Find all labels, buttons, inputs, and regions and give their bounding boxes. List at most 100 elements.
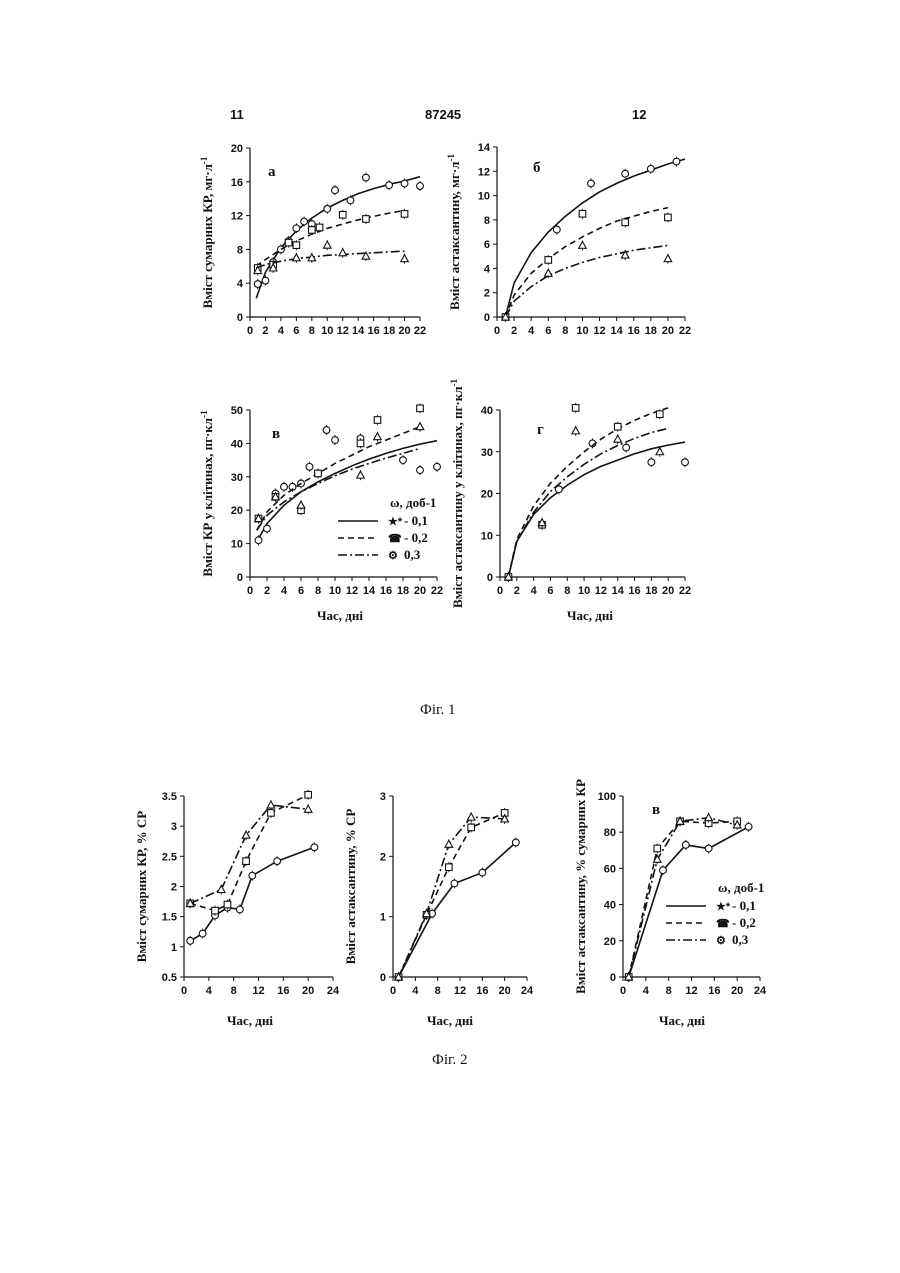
x-tick-label: 8 [315, 585, 321, 597]
data-point [224, 901, 231, 908]
data-point [654, 845, 661, 852]
x-tick-label: 0 [390, 985, 396, 997]
y-tick-label: 0 [237, 312, 243, 324]
data-point [401, 211, 408, 218]
x-tick-label: 4 [281, 585, 288, 597]
series-3 [502, 240, 672, 322]
series-line [190, 795, 308, 911]
y-tick-label: 30 [481, 447, 493, 459]
x-tick-label: 0 [497, 585, 503, 597]
series-2 [187, 790, 312, 916]
data-point [199, 930, 206, 937]
data-point [255, 537, 262, 544]
series-1 [254, 173, 423, 299]
series-2 [255, 403, 423, 530]
x-tick-label: 16 [277, 985, 289, 997]
data-point [656, 448, 664, 455]
x-tick-label: 10 [578, 585, 590, 597]
series-line [399, 843, 516, 978]
data-point [386, 182, 393, 189]
fit-curve [256, 177, 420, 299]
data-point [363, 174, 370, 181]
x-tick-label: 2 [511, 325, 517, 337]
data-point [249, 872, 256, 879]
y-tick-label: 0 [487, 572, 493, 584]
y-tick-label: 3 [171, 821, 177, 833]
data-point [357, 471, 365, 478]
x-tick-label: 6 [547, 585, 553, 597]
data-point [306, 463, 313, 470]
panel-letter: б [533, 160, 541, 176]
x-tick-label: 22 [431, 585, 443, 597]
y-tick-label: 8 [237, 244, 243, 256]
data-point [212, 907, 219, 914]
x-tick-label: 12 [595, 585, 607, 597]
y-tick-label: 50 [231, 405, 243, 417]
x-tick-label: 12 [252, 985, 264, 997]
data-point [614, 423, 621, 430]
x-tick-label: 2 [514, 585, 520, 597]
data-point [374, 433, 382, 440]
x-tick-label: 24 [754, 985, 767, 997]
data-point [572, 405, 579, 412]
y-tick-label: 10 [481, 530, 493, 542]
data-point [187, 937, 194, 944]
data-point [217, 886, 225, 893]
data-point [648, 459, 655, 466]
data-point [254, 281, 261, 288]
data-point [622, 219, 629, 226]
legend-title: ω, доб-1 [390, 495, 436, 510]
y-tick-label: 6 [484, 239, 490, 251]
data-point [614, 435, 622, 442]
x-tick-label: 0 [620, 985, 626, 997]
x-tick-label: 0 [247, 585, 253, 597]
y-tick-label: 1.5 [162, 912, 177, 924]
y-tick-label: 3.5 [162, 791, 177, 803]
x-tick-label: 16 [368, 325, 380, 337]
data-point [572, 427, 580, 434]
data-point [278, 246, 285, 253]
y-tick-label: 20 [604, 936, 616, 948]
data-point [297, 501, 305, 508]
series-1 [505, 438, 688, 582]
data-point [705, 845, 712, 852]
y-axis-label: Вміст астаксантину у клітинах, пг·кл-1 [449, 378, 465, 608]
data-point [553, 226, 560, 233]
x-tick-label: 8 [309, 325, 315, 337]
x-tick-label: 20 [731, 985, 743, 997]
series-line [399, 817, 505, 977]
data-point [705, 814, 713, 821]
y-tick-label: 1 [380, 912, 386, 924]
x-tick-label: 18 [645, 585, 657, 597]
x-tick-label: 20 [662, 325, 674, 337]
series-line [399, 813, 505, 977]
x-tick-label: 22 [679, 325, 691, 337]
data-point [417, 183, 424, 190]
x-axis-label: Час, дні [427, 1013, 473, 1028]
legend-marker-icon: ⚙ [388, 550, 398, 562]
figure-1-caption: Фіг. 1 [420, 702, 455, 719]
x-tick-label: 14 [611, 325, 624, 337]
x-tick-label: 2 [262, 325, 268, 337]
x-tick-label: 8 [435, 985, 441, 997]
series-2 [395, 808, 508, 982]
data-point [745, 823, 752, 830]
legend-entry: 0,3 [404, 547, 421, 562]
x-tick-label: 16 [708, 985, 720, 997]
data-point [323, 427, 330, 434]
x-tick-label: 20 [302, 985, 314, 997]
x-tick-label: 24 [327, 985, 340, 997]
data-point [332, 187, 339, 194]
legend-marker-icon: ⚙ [716, 935, 726, 947]
chart-panel-4: 0102030400246810121416182022Вміст астакс… [449, 378, 691, 623]
fit-curve [506, 159, 686, 317]
y-axis-label: Вміст сумарних КР, % СР [134, 811, 149, 963]
chart-panel-5: 0.511.522.533.504812162024Вміст сумарних… [134, 790, 340, 1028]
y-tick-label: 2 [171, 882, 177, 894]
y-tick-label: 0 [380, 972, 386, 984]
data-point [309, 227, 316, 234]
x-tick-label: 20 [499, 985, 511, 997]
data-point [293, 254, 301, 261]
x-tick-label: 14 [363, 585, 376, 597]
